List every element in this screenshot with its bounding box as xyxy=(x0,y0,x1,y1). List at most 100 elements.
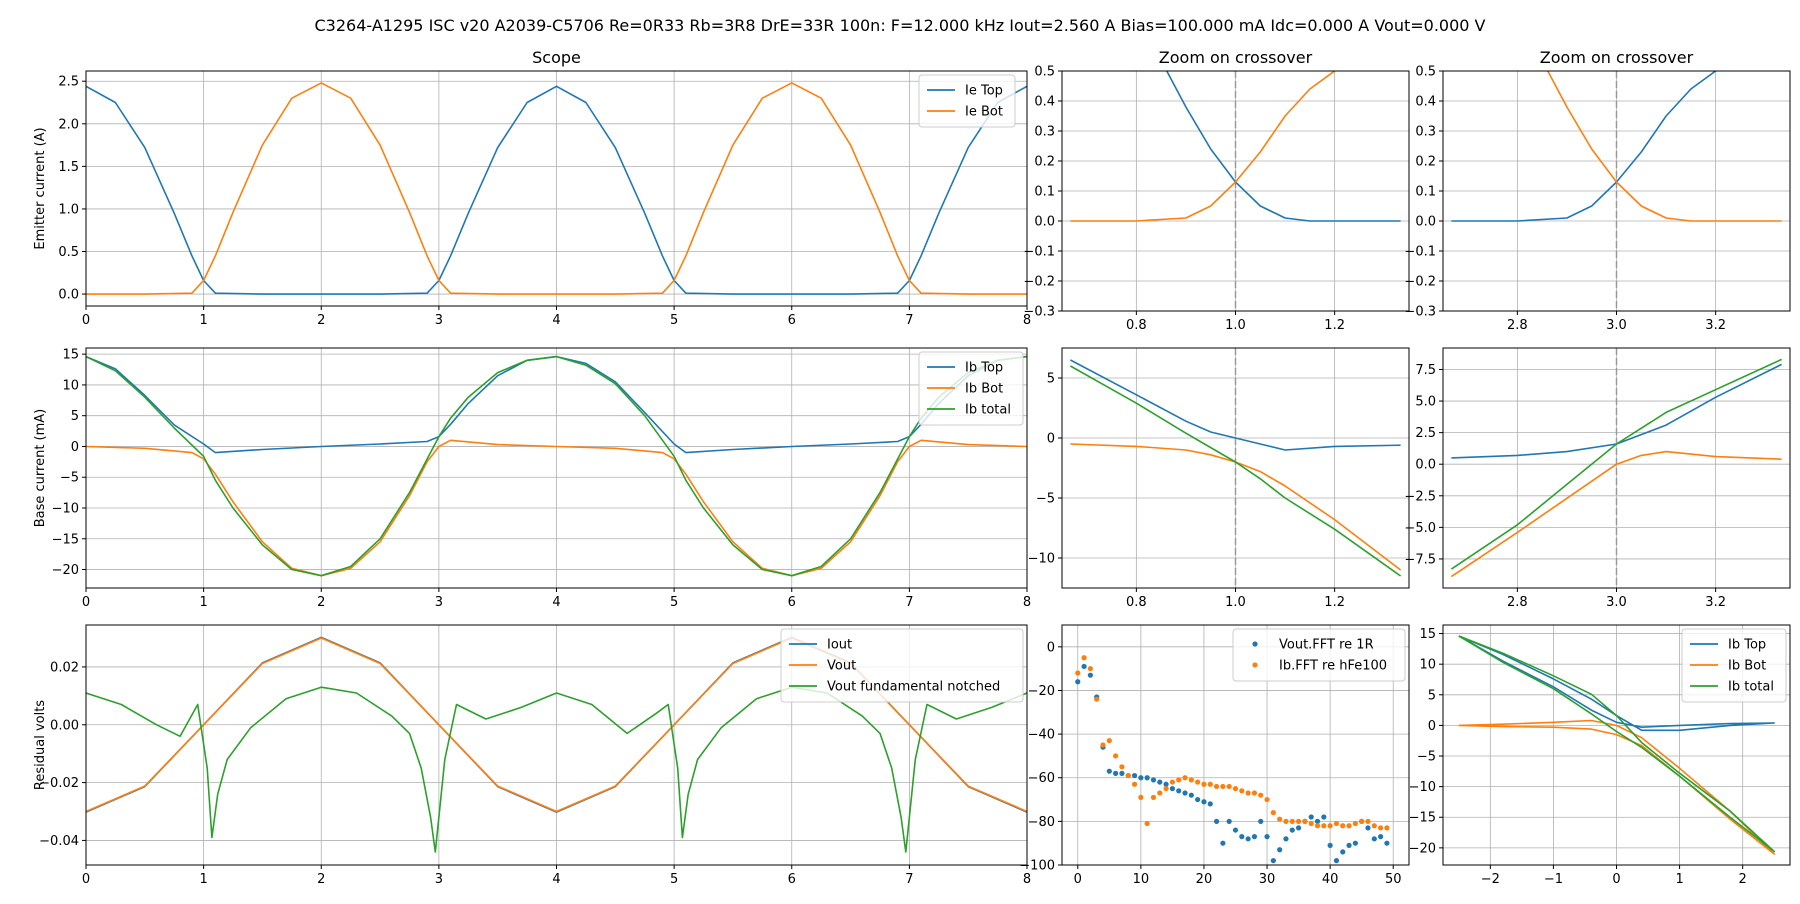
y-tick-label: −15 xyxy=(52,532,79,547)
x-tick-label: 2 xyxy=(317,872,325,887)
data-point xyxy=(1163,786,1169,792)
y-tick-label: −20 xyxy=(1409,841,1436,856)
series-line xyxy=(86,686,1027,853)
y-tick-label: 15 xyxy=(1419,627,1436,642)
y-tick-label: 10 xyxy=(1419,658,1436,673)
data-point xyxy=(1106,768,1112,774)
data-point xyxy=(1321,823,1327,829)
x-tick-label: 3 xyxy=(435,595,443,610)
data-point xyxy=(1081,663,1087,670)
x-tick-label: 1.0 xyxy=(1225,318,1246,333)
data-point xyxy=(1119,764,1125,770)
y-tick-label: 0.5 xyxy=(1415,65,1436,80)
data-point xyxy=(1346,823,1352,829)
x-tick-label: 1 xyxy=(1675,872,1683,887)
data-point xyxy=(1283,836,1289,842)
x-tick-label: 6 xyxy=(788,872,796,887)
data-point xyxy=(1314,823,1321,829)
data-point xyxy=(1245,790,1251,796)
data-point xyxy=(1176,788,1182,794)
y-tick-label: −60 xyxy=(1028,771,1055,786)
series-line xyxy=(1070,365,1402,577)
y-tick-label: 0.2 xyxy=(1034,155,1055,170)
data-point xyxy=(1251,834,1258,840)
x-tick-label: 1 xyxy=(199,872,207,887)
data-point xyxy=(1176,777,1182,783)
data-point xyxy=(1270,810,1276,816)
panel-title: Zoom on crossover xyxy=(1159,48,1313,67)
panel-zoom1: 0.8 1.0 1.2 −0.3 −0.2 −0.1 0.0 0.1 0.2 0.3 0.4 0.5 Z… xyxy=(1023,48,1410,333)
panel-title: Scope xyxy=(532,48,581,67)
data-point xyxy=(1226,818,1232,824)
y-tick-label: −0.02 xyxy=(39,776,79,791)
y-tick-label: −5.0 xyxy=(1404,521,1436,536)
y-tick-label: −20 xyxy=(52,563,79,578)
data-point xyxy=(1277,847,1283,853)
data-point xyxy=(1371,823,1377,829)
data-point xyxy=(1340,849,1346,855)
legend-label: Ib Bot xyxy=(1728,659,1766,674)
y-tick-label: 0.5 xyxy=(1034,65,1055,80)
legend-marker xyxy=(1252,641,1258,647)
data-point xyxy=(1201,781,1207,787)
panel-fft: 0 10 20 30 40 50 −100 −80 −60 −40 −20 0 Vout.FFT re … xyxy=(1019,624,1410,887)
data-point xyxy=(1207,781,1213,787)
y-tick-label: −0.1 xyxy=(1404,245,1436,260)
series-line xyxy=(1165,71,1401,222)
series-line xyxy=(1546,71,1782,222)
x-tick-label: 6 xyxy=(788,313,796,328)
y-tick-label: 0.0 xyxy=(1415,458,1436,473)
data-point xyxy=(1346,842,1352,848)
panel-title: Zoom on crossover xyxy=(1540,48,1694,67)
y-axis-label: Emitter current (A) xyxy=(33,127,48,249)
x-tick-label: 40 xyxy=(1322,872,1339,887)
data-point xyxy=(1321,814,1327,820)
series-line xyxy=(1450,450,1782,578)
legend-label: Ib total xyxy=(1728,680,1774,695)
x-tick-label: 2 xyxy=(317,595,325,610)
y-tick-label: −0.04 xyxy=(39,834,79,849)
y-tick-label: −5 xyxy=(60,471,79,486)
y-tick-label: 0.02 xyxy=(50,660,79,675)
series-line xyxy=(1458,719,1775,855)
legend-label: Ib Bot xyxy=(965,382,1003,397)
series-line xyxy=(1450,358,1782,570)
x-tick-label: 2.8 xyxy=(1507,318,1528,333)
x-tick-label: 0 xyxy=(1074,872,1082,887)
series-line xyxy=(86,355,1027,577)
panel-base: 0 1 2 3 4 5 6 7 8 −20 −15 −10 −5 0 5 10 15 Base current (… xyxy=(33,347,1031,610)
series-line xyxy=(86,82,1027,295)
x-tick-label: 3 xyxy=(435,872,443,887)
y-tick-label: −0.2 xyxy=(1023,275,1055,290)
y-tick-label: 0.00 xyxy=(50,718,79,733)
x-tick-label: 0.8 xyxy=(1126,318,1147,333)
y-tick-label: 0.1 xyxy=(1034,185,1055,200)
x-tick-label: 6 xyxy=(788,595,796,610)
data-point xyxy=(1220,783,1226,790)
data-point xyxy=(1327,842,1333,848)
data-point xyxy=(1182,775,1188,781)
legend-box xyxy=(918,74,1016,128)
data-point xyxy=(1277,816,1283,822)
y-tick-label: −80 xyxy=(1028,815,1055,830)
data-point xyxy=(1163,781,1169,787)
data-point xyxy=(1258,818,1264,824)
data-point xyxy=(1340,823,1346,829)
legend: Vout.FFT re 1R Ib.FFT re hFe100 xyxy=(1232,628,1406,682)
data-point xyxy=(1188,792,1194,798)
legend-label: Ib.FFT re hFe100 xyxy=(1279,659,1387,674)
x-tick-label: 1 xyxy=(199,313,207,328)
data-point xyxy=(1169,779,1176,785)
legend-label: Ie Top xyxy=(965,84,1003,99)
y-tick-label: 7.5 xyxy=(1415,363,1436,378)
y-axis-label: Residual volts xyxy=(33,700,48,790)
data-point xyxy=(1195,796,1201,803)
data-point xyxy=(1295,825,1302,831)
data-point xyxy=(1207,801,1213,807)
figure-title: C3264-A1295 ISC v20 A2039-C5706 Re=0R33 … xyxy=(315,16,1486,35)
x-tick-label: −1 xyxy=(1544,872,1563,887)
data-point xyxy=(1371,836,1377,842)
data-point xyxy=(1365,818,1371,824)
legend: Ie Top Ie Bot xyxy=(918,74,1016,128)
y-tick-label: 2.0 xyxy=(58,117,79,132)
